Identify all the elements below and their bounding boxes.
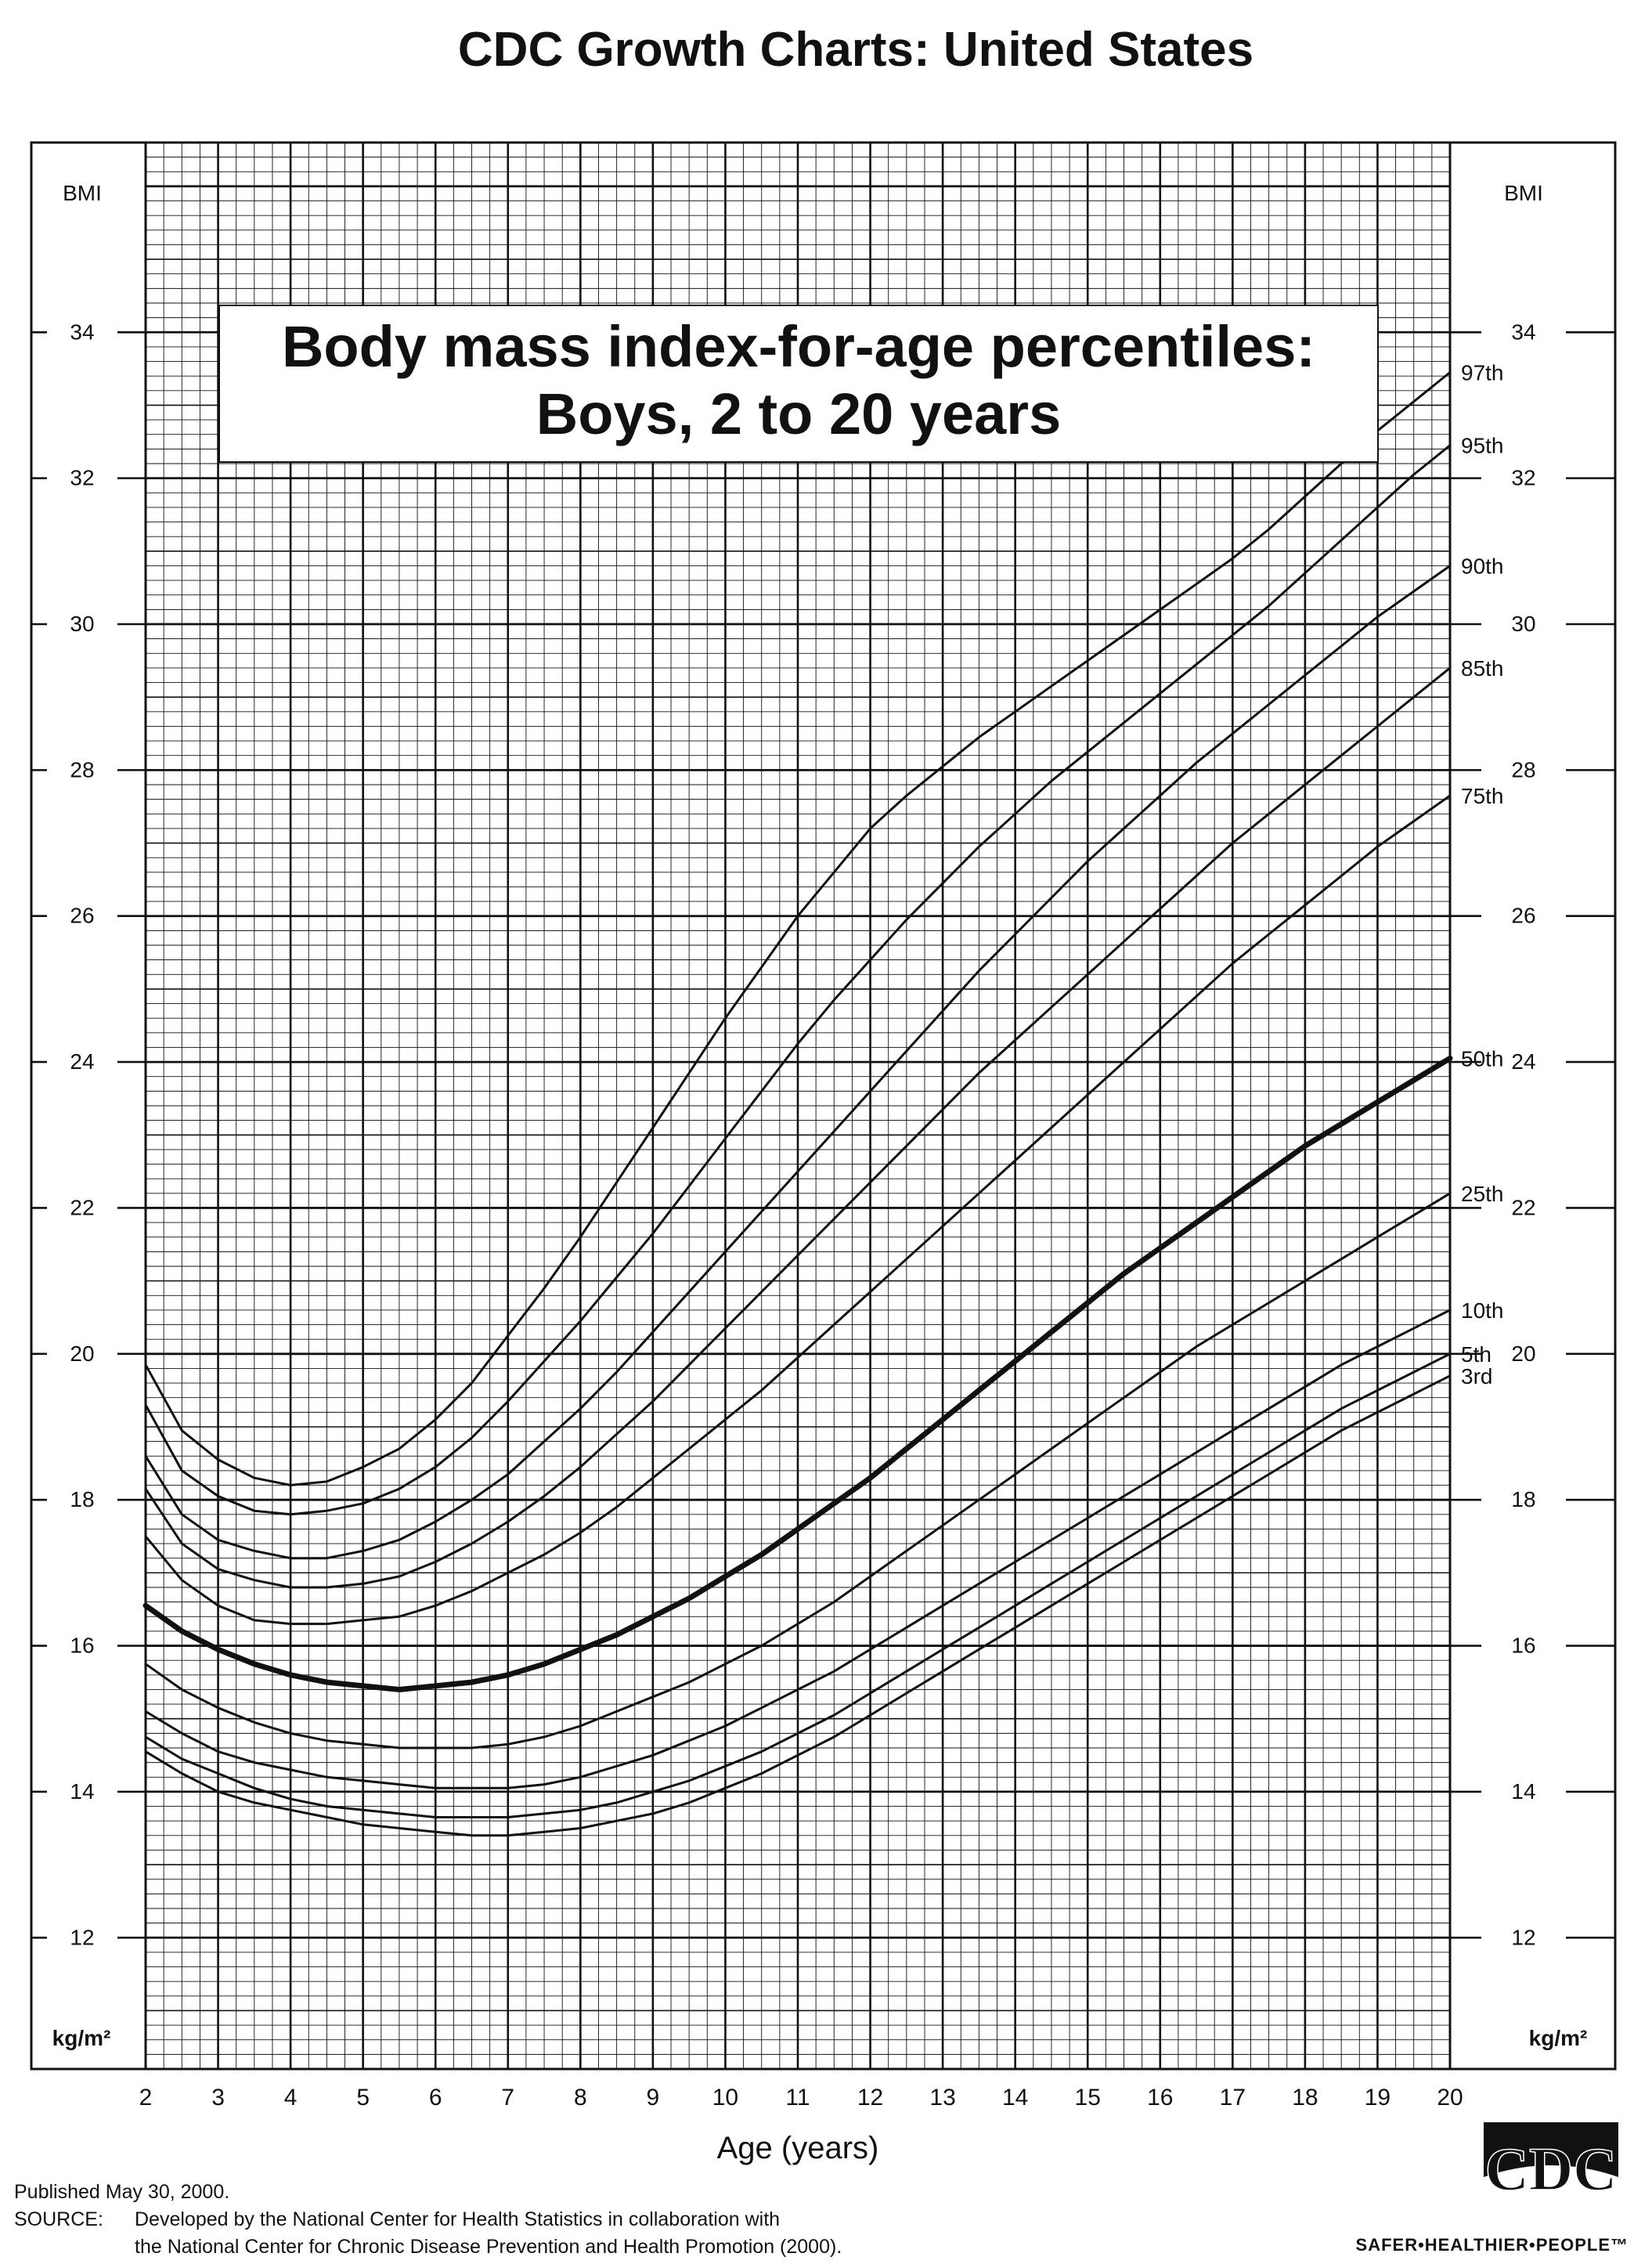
source-line-2: the National Center for Chronic Disease …: [135, 2236, 842, 2258]
y-tick-label-right: 30: [1511, 612, 1535, 636]
y-tick-label-left: 12: [70, 1925, 94, 1949]
x-tick-label: 13: [929, 2085, 955, 2111]
y-axis-label-left: BMI: [63, 181, 102, 205]
chart-subtitle: Boys, 2 to 20 years: [536, 381, 1061, 446]
x-tick-label: 15: [1075, 2085, 1101, 2111]
y-tick-label-right: 22: [1511, 1195, 1535, 1219]
chart-frame: [30, 141, 1617, 2071]
y-tick-label-left: 20: [70, 1341, 94, 1366]
y-tick-label-right: 16: [1511, 1634, 1535, 1658]
x-tick-label: 10: [712, 2085, 738, 2111]
y-tick-label-left: 34: [70, 320, 94, 344]
percentile-curve-95th: [144, 444, 1452, 1516]
percentile-curve-3rd: [144, 1374, 1452, 1837]
y-axis-label-right: BMI: [1504, 181, 1543, 205]
y-unit-label-right: kg/m²: [1529, 2026, 1588, 2050]
y-tick-label-right: 24: [1511, 1049, 1535, 1074]
cdc-logo-text: CDC: [1485, 2135, 1618, 2203]
percentile-label-85th: 85th: [1461, 656, 1504, 681]
y-tick-label-left: 16: [70, 1634, 94, 1658]
y-tick-label-left: 30: [70, 612, 94, 636]
y-tick-label-right: 26: [1511, 904, 1535, 928]
x-tick-label: 18: [1292, 2085, 1318, 2111]
percentile-curve-50th: [142, 1055, 1453, 1692]
percentile-curve-97th: [144, 371, 1452, 1486]
x-tick-label: 20: [1437, 2085, 1463, 2111]
y-tick-label-left: 24: [70, 1049, 94, 1074]
y-tick-label-left: 18: [70, 1487, 94, 1511]
cdc-logo-icon: CDC: [1484, 2122, 1618, 2208]
y-tick-label-right: 32: [1511, 466, 1535, 490]
x-tick-label: 2: [139, 2085, 153, 2111]
x-tick-label: 8: [574, 2085, 587, 2111]
x-tick-label: 5: [356, 2085, 370, 2111]
x-tick-label: 6: [429, 2085, 442, 2111]
percentile-curve-10th: [144, 1309, 1452, 1789]
frame-layer: [30, 141, 1617, 2071]
x-tick-label: 14: [1002, 2085, 1028, 2111]
x-tick-label: 4: [284, 2085, 298, 2111]
source-line-1: Developed by the National Center for Hea…: [135, 2208, 781, 2230]
y-tick-label-right: 18: [1511, 1487, 1535, 1511]
percentile-label-25th: 25th: [1461, 1182, 1504, 1206]
y-tick-label-right: 34: [1511, 320, 1535, 344]
percentile-curve-85th: [144, 666, 1452, 1589]
x-tick-label: 9: [647, 2085, 660, 2111]
percentile-label-3rd: 3rd: [1461, 1364, 1492, 1388]
percentile-label-97th: 97th: [1461, 361, 1504, 385]
published-date: Published May 30, 2000.: [14, 2181, 230, 2203]
percentile-curve-75th: [144, 794, 1452, 1626]
x-tick-label: 19: [1365, 2085, 1390, 2111]
x-tick-label: 7: [501, 2085, 514, 2111]
y-tick-label-right: 20: [1511, 1341, 1535, 1366]
x-tick-label: 11: [785, 2085, 810, 2111]
y-tick-label-right: 12: [1511, 1925, 1535, 1949]
y-unit-label-left: kg/m²: [52, 2026, 111, 2050]
x-tick-label: 3: [211, 2085, 225, 2111]
x-axis-label: Age (years): [717, 2131, 879, 2165]
y-tick-label-left: 14: [70, 1779, 94, 1804]
grid-layer: [144, 142, 1452, 2070]
percentile-curve-25th: [144, 1192, 1452, 1749]
chart-title-box: [218, 305, 1379, 463]
percentile-curve-5th: [144, 1352, 1452, 1818]
percentile-label-50th: 50th: [1461, 1046, 1504, 1071]
chart-title: Body mass index-for-age percentiles:: [282, 314, 1315, 379]
title-layer: Body mass index-for-age percentiles:Boys…: [218, 305, 1379, 463]
y-tick-label-left: 28: [70, 757, 94, 782]
percentile-label-90th: 90th: [1461, 554, 1504, 578]
source-label: SOURCE:: [14, 2208, 103, 2230]
y-tick-label-right: 28: [1511, 757, 1535, 782]
y-tick-label-left: 26: [70, 904, 94, 928]
page-title: CDC Growth Charts: United States: [457, 23, 1254, 77]
percentile-label-95th: 95th: [1461, 434, 1504, 458]
x-tick-label: 16: [1147, 2085, 1173, 2111]
y-tick-label-left: 32: [70, 466, 94, 490]
y-tick-label-right: 14: [1511, 1779, 1535, 1804]
cdc-tagline: SAFER•HEALTHIER•PEOPLE™: [1355, 2235, 1629, 2255]
percentile-curve-90th: [144, 565, 1452, 1560]
percentile-label-10th: 10th: [1461, 1298, 1504, 1323]
y-tick-label-left: 22: [70, 1195, 94, 1219]
percentile-label-75th: 75th: [1461, 784, 1504, 808]
x-tick-label: 12: [857, 2085, 883, 2111]
x-tick-label: 17: [1220, 2085, 1246, 2111]
